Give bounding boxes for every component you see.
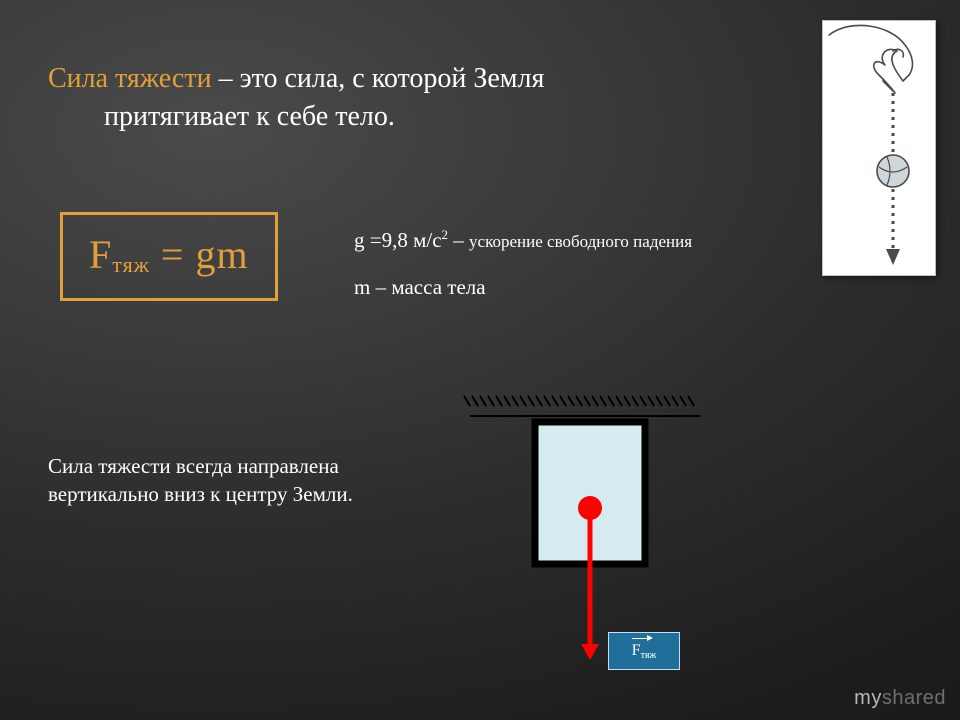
watermark-b: shared	[882, 687, 946, 709]
direction-line-1: Сила тяжести всегда направлена	[48, 454, 339, 478]
page-title: Сила тяжести – это сила, с которой Земля…	[48, 60, 768, 136]
gravity-diagram	[440, 388, 730, 678]
definition-rest-b: притягивает к себе тело.	[48, 101, 395, 132]
formula-F: F	[89, 232, 112, 277]
legend: g =9,8 м/с2 – ускорение свободного паден…	[354, 226, 794, 321]
force-label-tag: Fтяж	[608, 632, 680, 670]
legend-g-prefix: g =9,8 м/с	[354, 228, 442, 252]
formula-rhs: = gm	[161, 232, 249, 277]
direction-line-2: вертикально вниз к центру Земли.	[48, 482, 353, 506]
legend-m: m – масса тела	[354, 273, 794, 302]
gravity-diagram-svg	[440, 388, 730, 678]
watermark: myshared	[854, 687, 946, 710]
formula-sub: тяж	[112, 252, 150, 277]
hand-drop-illustration	[822, 20, 936, 276]
hand-drop-icon	[823, 21, 935, 275]
ftag-sub: тяж	[641, 650, 657, 661]
definition-rest-a: это сила, с которой Земля	[240, 63, 545, 94]
direction-note: Сила тяжести всегда направлена вертикаль…	[48, 452, 428, 509]
ftag-F: F	[632, 642, 641, 659]
watermark-a: my	[854, 687, 882, 709]
legend-g-txt: ускорение свободного падения	[469, 232, 692, 251]
definition-dash: –	[212, 63, 240, 94]
legend-g-dash: –	[448, 228, 469, 252]
definition-term: Сила тяжести	[48, 63, 212, 94]
formula-box: Fтяж = gm	[60, 212, 278, 301]
